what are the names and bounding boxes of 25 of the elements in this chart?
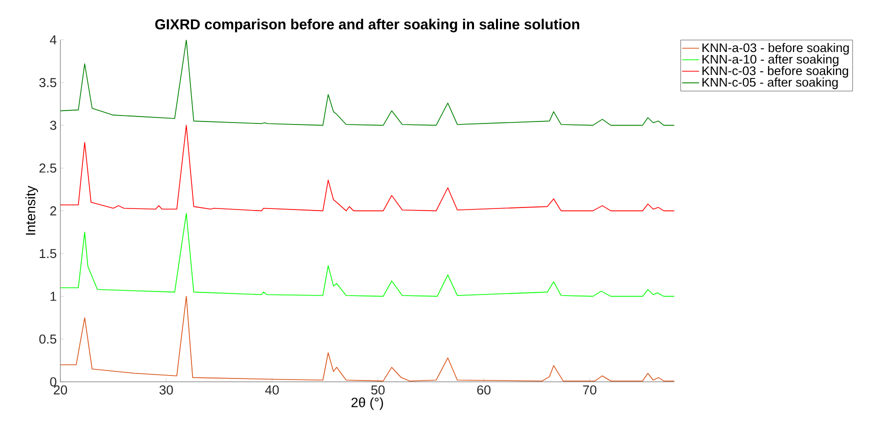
x-tick-label: 70 bbox=[583, 385, 596, 395]
y-tick-label: 1.5 bbox=[40, 249, 56, 258]
y-tick-label: 1 bbox=[50, 292, 56, 301]
x-tick-label: 50 bbox=[371, 385, 385, 395]
y-tick-label: 0.5 bbox=[39, 334, 56, 344]
legend-label: KNN-a-03 - before soaking bbox=[702, 43, 849, 55]
y-tick-label: 4 bbox=[50, 35, 56, 44]
y-tick-label: 0 bbox=[50, 377, 56, 386]
line-series bbox=[60, 124, 674, 212]
legend-label: KNN-a-10 - after soaking bbox=[702, 54, 838, 66]
legend-label: KNN-c-03 - before soaking bbox=[702, 66, 848, 78]
y-tick-label: 3 bbox=[50, 120, 56, 130]
y-axis-title: Intensity bbox=[25, 186, 38, 235]
chart-title: GIXRD comparison before and after soaking in saline solution bbox=[155, 18, 580, 32]
line-series bbox=[60, 40, 674, 126]
legend-label: KNN-c-05 - after soaking bbox=[702, 78, 838, 90]
x-axis-title: 2θ (°) bbox=[352, 397, 384, 410]
x-tick-label: 40 bbox=[265, 385, 279, 395]
x-tick-label: 20 bbox=[54, 385, 68, 395]
x-tick-label: 60 bbox=[477, 385, 490, 395]
x-tick-label: 30 bbox=[160, 385, 173, 395]
y-tick-label: 2 bbox=[50, 206, 56, 216]
y-tick-label: 2.5 bbox=[39, 163, 56, 173]
line-series bbox=[60, 212, 674, 297]
y-tick-label: 3.5 bbox=[39, 78, 56, 88]
